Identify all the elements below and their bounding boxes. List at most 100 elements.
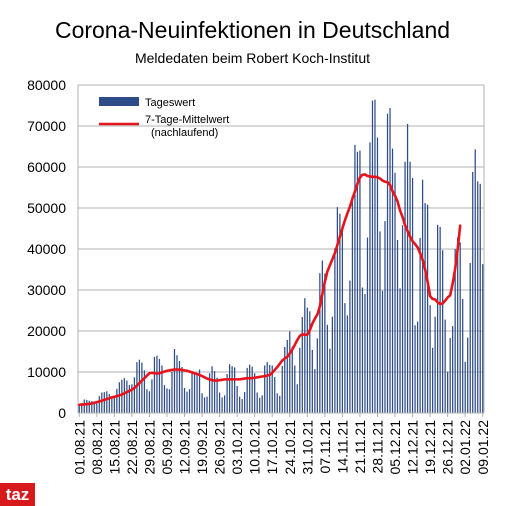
bar — [264, 365, 266, 413]
bar — [196, 372, 198, 413]
bar — [269, 365, 271, 413]
bar — [211, 366, 213, 413]
bar — [256, 392, 258, 413]
bar — [271, 365, 273, 413]
x-tick-label: 17.10.21 — [264, 420, 280, 475]
bar — [131, 384, 133, 413]
bar — [143, 370, 146, 413]
bar — [186, 391, 188, 413]
bar — [231, 366, 233, 413]
gridlines — [77, 84, 485, 414]
bar — [464, 361, 466, 413]
bar — [426, 204, 429, 413]
bar — [356, 151, 359, 413]
bar — [223, 395, 226, 413]
bar — [472, 171, 474, 413]
bar — [259, 397, 261, 413]
legend-label-line: 7-Tage-Mittelwert (nachlaufend) — [145, 114, 229, 139]
x-tick-label: 07.11.21 — [317, 420, 333, 474]
bar — [229, 364, 231, 413]
bar — [311, 349, 313, 413]
bar — [381, 290, 384, 413]
bar — [103, 392, 105, 413]
bar — [206, 396, 208, 413]
bar — [406, 123, 409, 413]
x-tick-label: 10.10.21 — [247, 420, 263, 475]
bar — [401, 225, 404, 413]
bar — [421, 179, 424, 413]
bar — [83, 399, 85, 413]
bar — [226, 374, 228, 413]
bar — [404, 161, 406, 413]
bar — [369, 142, 371, 413]
bar — [148, 391, 151, 413]
x-tick-label: 29.08.21 — [141, 420, 157, 475]
bar — [359, 150, 361, 413]
bar-series — [78, 99, 484, 414]
bar — [391, 148, 394, 414]
y-tick-label: 50000 — [27, 200, 66, 216]
bar — [118, 382, 120, 413]
bar — [163, 385, 166, 413]
bar — [266, 362, 268, 413]
y-axis-ticks: 0 10000 20000 30000 40000 50000 60000 70000 8000… — [27, 77, 66, 421]
bar — [203, 397, 206, 413]
bar — [394, 172, 396, 413]
bar — [442, 250, 444, 413]
chart-subtitle: Meldedaten beim Robert Koch-Institut — [134, 50, 370, 66]
x-tick-label: 02.01.22 — [457, 420, 473, 475]
average-line — [77, 173, 462, 407]
bar — [81, 403, 83, 413]
bar — [286, 340, 288, 413]
bar — [341, 225, 344, 413]
legend: Tageswert 7-Tage-Mittelwert (nachlaufend) — [99, 97, 229, 139]
bar — [261, 395, 263, 413]
x-tick-label: 03.10.21 — [229, 420, 245, 475]
bar — [88, 400, 90, 413]
x-tick-label: 01.08.21 — [71, 420, 87, 475]
bar — [78, 405, 80, 413]
bar — [213, 371, 216, 413]
bar — [176, 355, 178, 413]
legend-swatch-bars — [99, 97, 139, 106]
x-tick-label: 08.08.21 — [89, 420, 105, 475]
bar — [153, 356, 156, 413]
x-tick-label: 05.09.21 — [159, 420, 175, 475]
bar — [416, 321, 419, 413]
taz-logo: taz — [0, 483, 35, 506]
bar — [136, 362, 138, 413]
bar — [141, 362, 143, 413]
bar — [249, 364, 251, 413]
bar — [138, 359, 141, 413]
bar — [96, 403, 98, 413]
bar — [304, 298, 306, 413]
bar — [411, 178, 414, 413]
bar — [396, 239, 399, 413]
bar — [437, 224, 439, 413]
bar — [161, 365, 163, 413]
x-tick-label: 12.09.21 — [177, 420, 193, 475]
x-tick-label: 26.09.21 — [212, 420, 228, 475]
bar — [449, 337, 451, 413]
bar — [301, 317, 303, 413]
bar — [178, 360, 181, 413]
bar — [344, 303, 346, 413]
bar — [116, 388, 118, 413]
bar — [432, 347, 434, 413]
bar — [191, 371, 193, 413]
bar — [151, 379, 153, 413]
bar — [241, 399, 243, 413]
y-tick-label: 80000 — [27, 77, 66, 93]
bar — [188, 389, 191, 413]
bar — [158, 358, 161, 413]
y-tick-label: 10000 — [27, 364, 66, 380]
bar — [218, 392, 221, 413]
bar — [319, 273, 321, 413]
bar — [168, 389, 171, 413]
bar — [474, 149, 476, 413]
bar — [121, 379, 123, 413]
bar — [254, 373, 256, 413]
bar — [324, 273, 326, 413]
bar — [299, 347, 301, 413]
bar — [166, 388, 168, 413]
